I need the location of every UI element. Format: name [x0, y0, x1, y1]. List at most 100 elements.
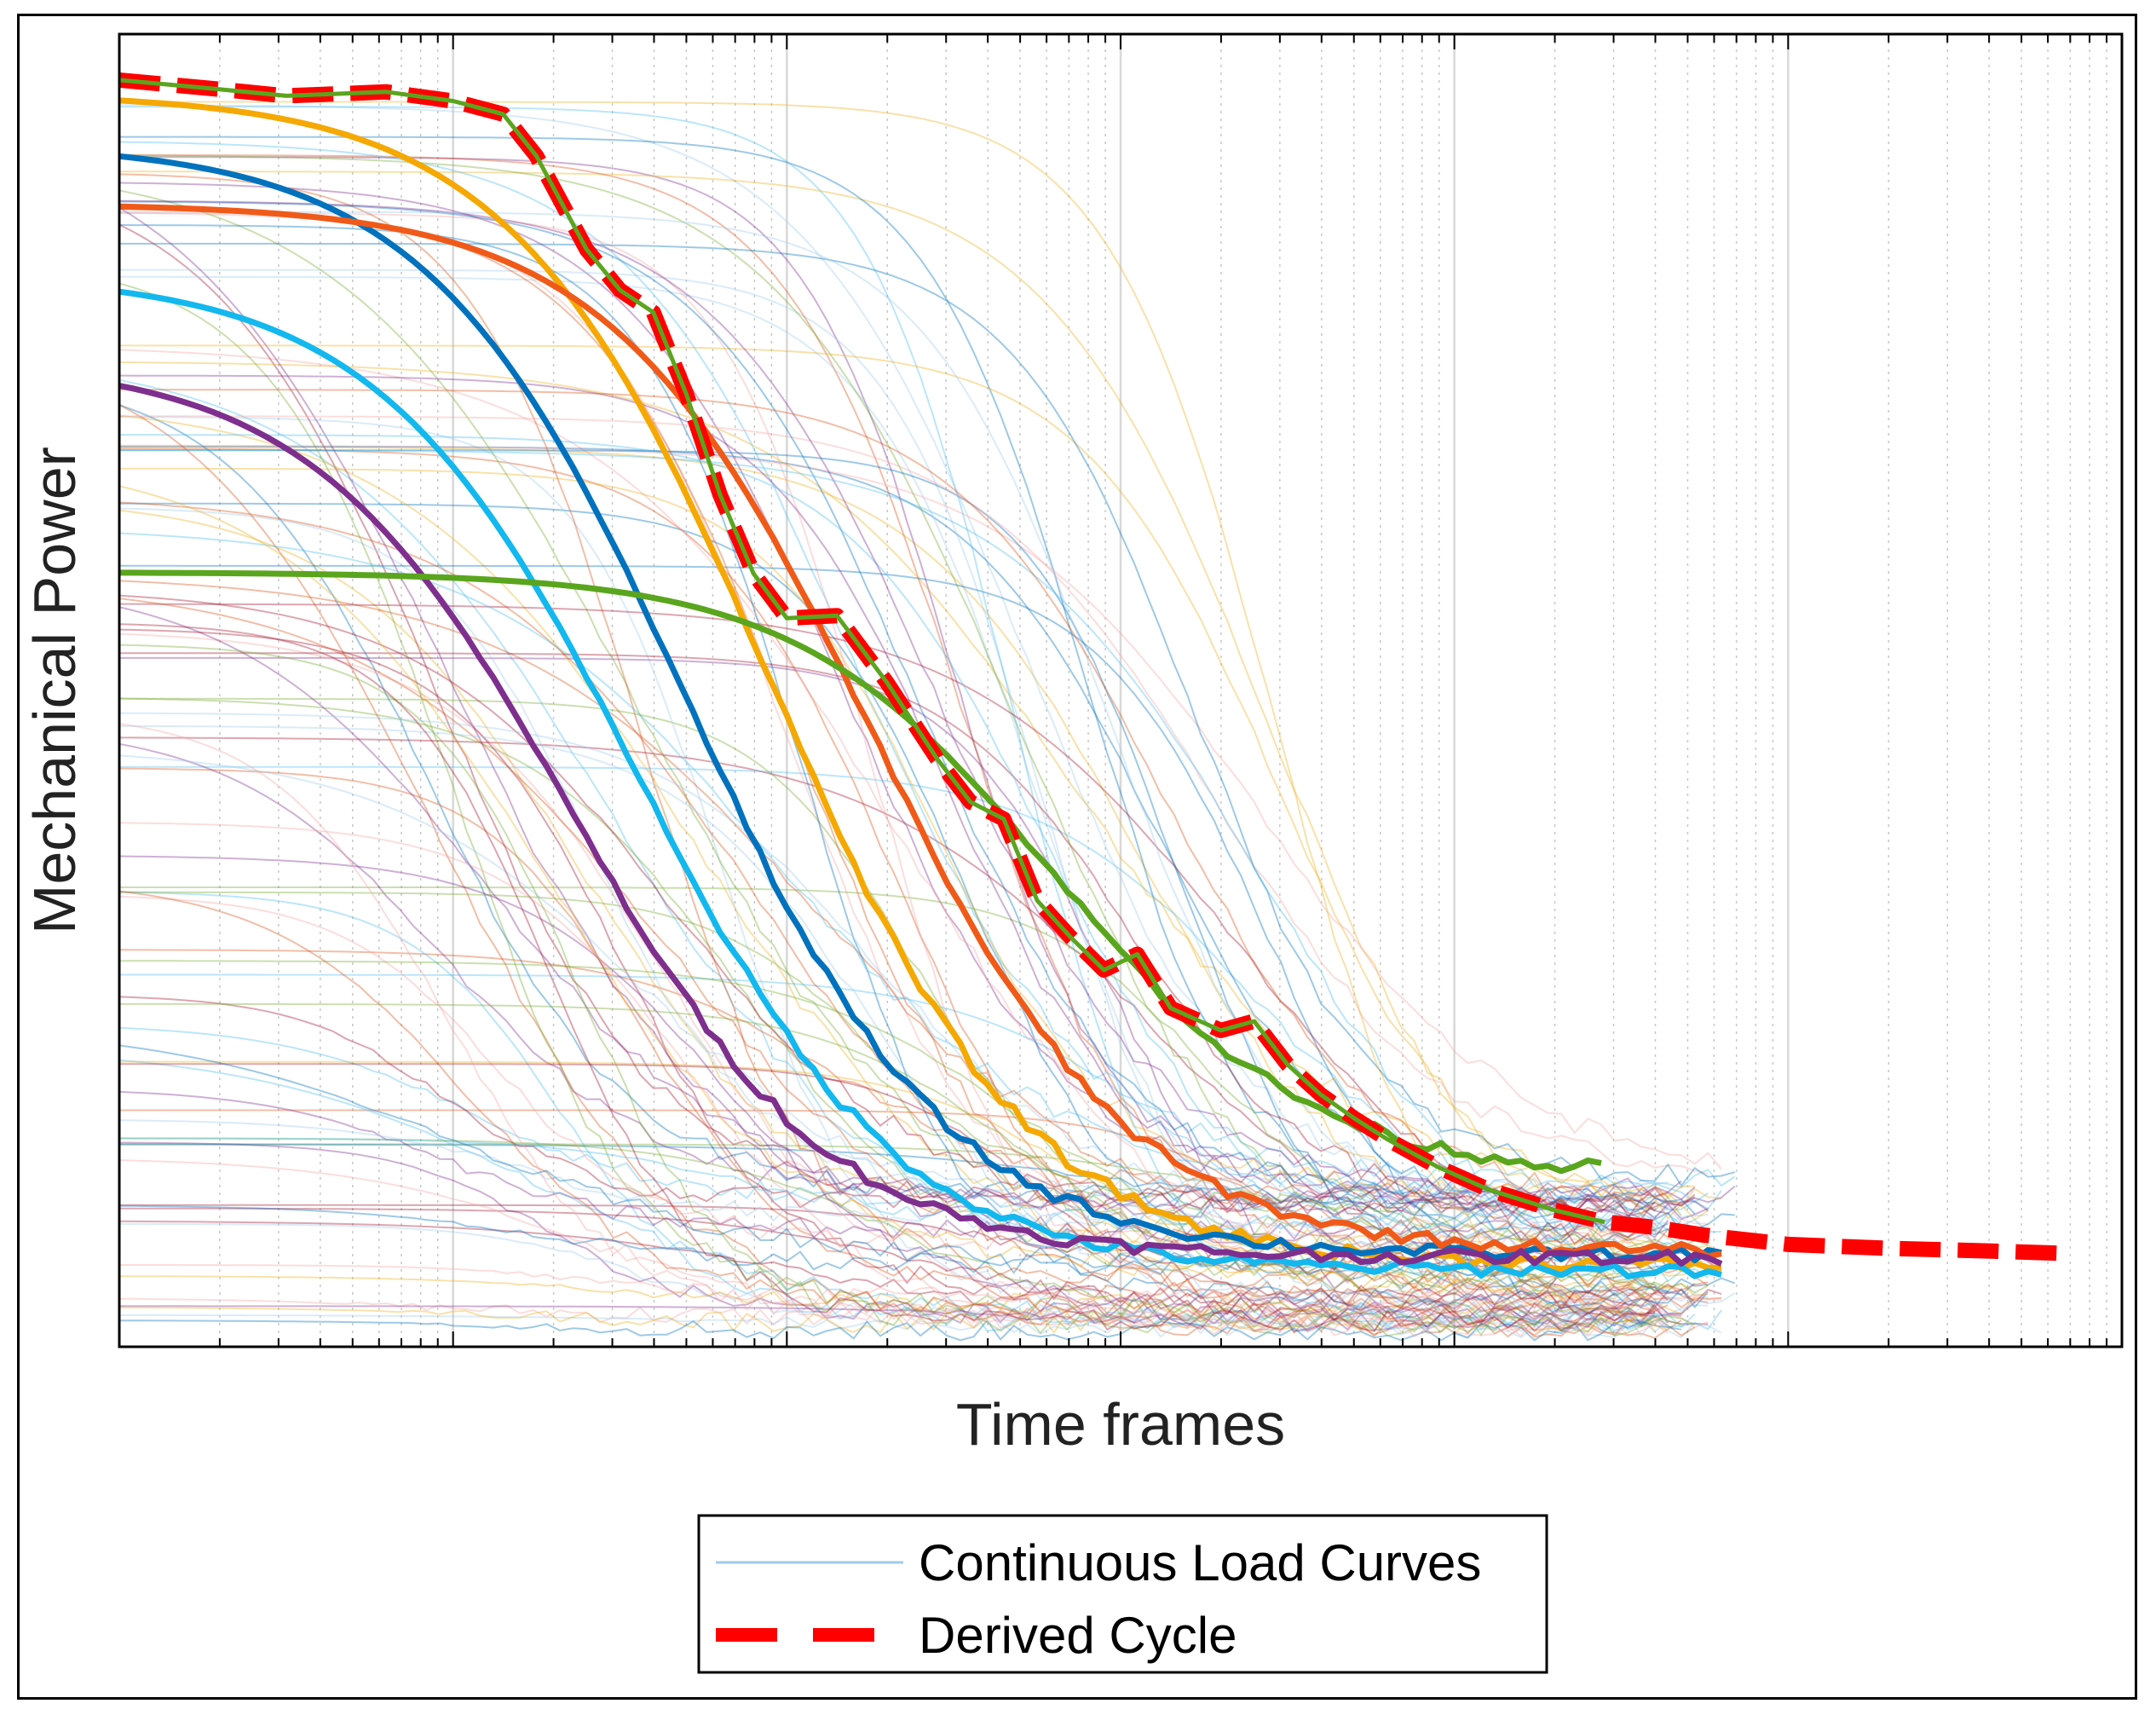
- highlight-curve-purple: [118, 383, 1723, 1267]
- load-curve: [118, 374, 1709, 1215]
- load-curve: [118, 712, 1669, 1222]
- load-curve: [118, 507, 1669, 1198]
- load-curve: [119, 1060, 1656, 1301]
- load-curve: [118, 199, 1736, 1206]
- load-curve: [118, 378, 1709, 1283]
- figure-frame: [17, 14, 2137, 1700]
- legend-label-continuous: Continuous Load Curves: [919, 1534, 1481, 1591]
- load-curve: [118, 1275, 1696, 1315]
- load-curve: [118, 960, 1669, 1292]
- load-curve: [119, 156, 1682, 1198]
- highlight-curve-yellow: [118, 97, 1722, 1273]
- load-curve: [119, 736, 1669, 1309]
- load-curve: [118, 403, 1696, 1338]
- load-curve: [119, 1137, 1722, 1233]
- load-curve: [118, 697, 1656, 1283]
- x-axis-label: Time frames: [956, 1391, 1285, 1458]
- load-curve: [119, 106, 1656, 1332]
- load-curve: [118, 223, 1696, 1217]
- load-curve: [119, 446, 1722, 1253]
- load-curve: [119, 448, 1682, 1339]
- load-curve: [118, 855, 1696, 1318]
- load-curve: [119, 415, 1709, 1175]
- derived-cycle-core: [118, 78, 1605, 1225]
- background-curves: [118, 101, 1736, 1342]
- load-curve: [119, 444, 1722, 1170]
- load-curve: [118, 189, 1655, 1263]
- load-curve: [119, 434, 1682, 1255]
- load-curve: [118, 206, 1656, 1249]
- load-curve: [119, 1063, 1722, 1311]
- load-curve: [118, 822, 1669, 1338]
- legend-label-derived: Derived Cycle: [919, 1607, 1237, 1664]
- highlight-curve-light-blue: [118, 288, 1722, 1279]
- load-curve: [119, 170, 1722, 1274]
- load-curve: [118, 890, 1655, 1319]
- load-curve: [119, 101, 1669, 1331]
- load-curve: [118, 1204, 1656, 1277]
- load-curve: [119, 445, 1682, 1236]
- load-curve: [119, 886, 1669, 1255]
- axis-ticks: [118, 34, 2123, 1347]
- load-curve: [118, 623, 1655, 1332]
- load-curve: [119, 1143, 1709, 1248]
- load-curve: [118, 532, 1709, 1204]
- load-curve: [118, 1090, 1669, 1242]
- legend-box: [697, 1514, 1548, 1674]
- load-curve: [118, 173, 1709, 1291]
- load-curve: [118, 414, 1709, 1296]
- load-curve: [118, 1159, 1709, 1333]
- load-curve: [119, 1305, 1655, 1332]
- load-curve: [119, 467, 1695, 1198]
- load-curve: [118, 349, 1669, 1311]
- load-curve: [119, 1207, 1656, 1322]
- load-curve: [118, 200, 1696, 1215]
- load-curve: [119, 344, 1709, 1221]
- load-curve: [118, 632, 1669, 1328]
- load-curve: [118, 1222, 1669, 1325]
- load-curve: [118, 1220, 1709, 1325]
- load-curve: [118, 1297, 1682, 1330]
- load-curve: [118, 594, 1656, 1221]
- load-curve: [118, 742, 1696, 1210]
- load-curve: [118, 606, 1709, 1221]
- load-curve: [119, 973, 1656, 1308]
- load-curve: [119, 502, 1736, 1297]
- load-curve: [118, 580, 1669, 1247]
- load-curve: [118, 996, 1696, 1210]
- load-curve: [118, 644, 1696, 1337]
- load-curve: [118, 1141, 1669, 1325]
- load-curve: [119, 211, 1722, 1314]
- load-curve: [119, 603, 1682, 1269]
- load-curve: [118, 723, 1656, 1329]
- load-curve: [118, 628, 1669, 1307]
- derived-cycle-group: [118, 72, 2072, 1262]
- load-curve: [118, 949, 1669, 1204]
- load-curve: [118, 767, 1709, 1304]
- highlight-curve-orange: [118, 203, 1722, 1260]
- load-curve: [118, 598, 1669, 1317]
- load-curve: [118, 448, 1669, 1295]
- highlight-curves: [118, 97, 1723, 1279]
- load-curve: [118, 182, 1669, 1211]
- load-curve: [119, 416, 1709, 1313]
- load-curve: [119, 104, 1682, 1223]
- load-curve: [118, 1306, 1656, 1335]
- load-curve: [118, 1137, 1682, 1333]
- load-curve: [118, 891, 1696, 1333]
- load-curve: [118, 1119, 1709, 1230]
- load-curve: [119, 211, 1656, 1227]
- y-axis-label: Mechanical Power: [21, 447, 88, 934]
- load-curve: [119, 269, 1709, 1319]
- load-curve: [119, 564, 1656, 1325]
- legend: Continuous Load Curves Derived Cycle: [697, 1514, 1548, 1674]
- load-curve: [119, 136, 1735, 1233]
- load-curve: [119, 1314, 1669, 1339]
- load-curve: [118, 485, 1695, 1284]
- load-curve: [119, 275, 1722, 1339]
- load-curve: [118, 1026, 1722, 1211]
- load-curve: [118, 1319, 1682, 1342]
- load-curve: [119, 1264, 1656, 1308]
- load-curve: [118, 361, 1722, 1208]
